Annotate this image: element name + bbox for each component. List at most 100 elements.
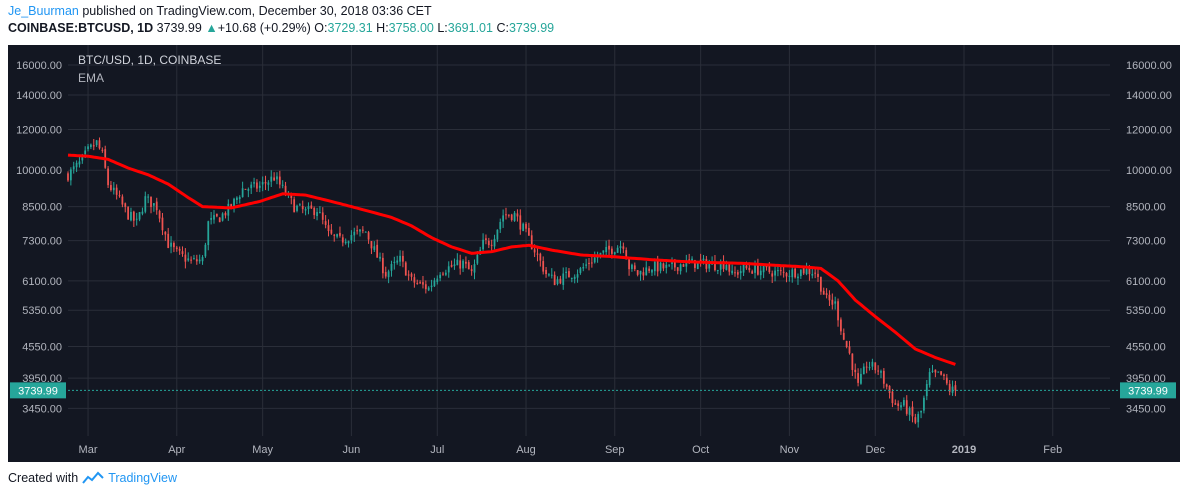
candle-body (513, 212, 516, 221)
candle-body (842, 332, 845, 340)
tradingview-brand[interactable]: TradingView (108, 471, 177, 485)
candle-body (379, 256, 381, 259)
candle-body (834, 301, 837, 304)
candle-body (150, 196, 152, 208)
candle-body (671, 262, 673, 264)
candle-body (570, 277, 573, 279)
candle-body (69, 169, 72, 181)
candle-body (384, 272, 387, 277)
time-axis: Mar Apr May Jun Jul Aug Sep Oct Nov Dec 2019 Feb (79, 444, 1063, 456)
candle-body (310, 205, 313, 209)
candle-body (138, 212, 141, 220)
candle-body (370, 241, 373, 249)
candle-body (313, 207, 316, 216)
publish-line: Je_Buurman published on TradingView.com,… (8, 4, 432, 18)
candle-body (725, 265, 728, 270)
y-tick-label: 14000.00 (1126, 90, 1172, 102)
candle-body (848, 346, 851, 354)
candles (67, 137, 957, 428)
candle-body (548, 274, 550, 276)
candle-body (95, 140, 98, 146)
candle-body (507, 214, 510, 216)
candle-body (327, 225, 330, 232)
candle-body (708, 264, 711, 269)
candle-body (238, 197, 241, 200)
footer: Created with TradingView (8, 471, 177, 485)
change-value: +10.68 (+0.29%) (217, 21, 311, 35)
candle-body (121, 196, 124, 205)
candle-body (751, 271, 754, 274)
candle-body (954, 385, 957, 391)
author-link[interactable]: Je_Buurman (8, 4, 79, 18)
candle-body (840, 319, 842, 332)
candle-body (914, 417, 917, 423)
candle-body (568, 271, 570, 278)
candle-body (470, 269, 473, 272)
right-price-axis: 16000.00 14000.00 12000.00 10000.00 8500.00 7… (1126, 60, 1172, 415)
candle-body (316, 212, 318, 217)
candle-body (499, 221, 502, 230)
candle-body (928, 372, 931, 386)
candle-body (161, 217, 164, 231)
candle-body (539, 253, 542, 261)
candle-body (862, 366, 865, 375)
candle-body (948, 383, 951, 392)
candle-body (799, 269, 802, 277)
candle-body (402, 255, 404, 262)
candle-body (353, 231, 356, 236)
candle-body (324, 221, 327, 225)
y-tick-label: 3950.00 (22, 373, 62, 385)
x-tick-label: Oct (692, 444, 709, 456)
candle-body (359, 229, 361, 232)
candle-body (356, 230, 359, 232)
candle-body (659, 262, 662, 271)
candle-body (493, 238, 496, 247)
candle-body (416, 282, 419, 284)
candle-body (413, 277, 416, 283)
candle-body (556, 279, 559, 284)
candle-body (682, 264, 685, 267)
candle-body (241, 188, 244, 198)
created-with-text: Created with (8, 471, 79, 485)
candle-body (785, 273, 788, 277)
candle-body (925, 384, 928, 397)
candle-body (227, 203, 230, 216)
y-tick-label: 3450.00 (1126, 403, 1166, 415)
candle-body (467, 262, 470, 270)
ohlc-line: COINBASE:BTCUSD, 1D 3739.99 ▲+10.68 (+0.… (8, 21, 554, 35)
candle-body (510, 214, 513, 221)
y-tick-label: 5350.00 (1126, 305, 1166, 317)
candle-body (894, 403, 897, 405)
candle-body (178, 248, 181, 251)
candle-body (164, 231, 167, 235)
candle-body (361, 229, 364, 231)
candle-body (399, 255, 401, 262)
candle-body (585, 264, 588, 266)
candle-body (158, 211, 161, 219)
candle-body (779, 270, 782, 272)
up-arrow-icon: ▲ (205, 21, 218, 35)
candle-body (530, 235, 533, 250)
price-chart[interactable]: 16000.00 14000.00 12000.00 10000.00 8500.00 7… (0, 0, 1188, 470)
candle-body (639, 270, 642, 275)
x-tick-label: 2019 (952, 444, 976, 456)
y-tick-label: 16000.00 (16, 60, 62, 72)
candle-body (396, 260, 399, 263)
candle-body (759, 270, 762, 276)
high-value: 3758.00 (388, 21, 434, 35)
candle-body (367, 232, 370, 240)
candle-body (662, 263, 665, 269)
candle-body (132, 211, 135, 221)
close-value: 3739.99 (508, 21, 555, 35)
candle-body (519, 215, 522, 230)
candle-body (256, 182, 258, 189)
candle-body (173, 242, 175, 248)
candle-body (673, 261, 676, 268)
candle-body (141, 211, 144, 214)
candle-body (87, 146, 89, 150)
candle-body (218, 217, 221, 223)
candle-body (485, 238, 487, 241)
candle-body (542, 261, 545, 272)
low-label: L: (437, 21, 448, 35)
candle-body (347, 241, 350, 244)
